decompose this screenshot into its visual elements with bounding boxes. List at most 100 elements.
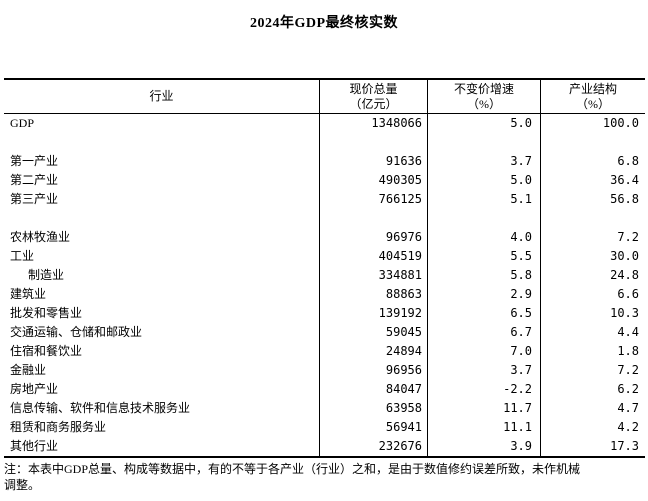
cell-current-price-total: 96976 — [319, 228, 427, 247]
cell-industry: 住宿和餐饮业 — [10, 344, 83, 358]
cell-constant-price-growth: 3.9 — [427, 437, 540, 456]
table-row: 房地产业 84047 -2.2 6.2 — [4, 380, 645, 399]
cell-constant-price-growth: 2.9 — [427, 285, 540, 304]
column-header-line: 产业结构 — [568, 81, 617, 96]
table-row: 工业 404519 5.5 30.0 — [4, 247, 645, 266]
cell-constant-price-growth: 5.0 — [427, 171, 540, 190]
cell-industrial-structure: 56.8 — [540, 190, 645, 209]
spacer-row — [4, 209, 645, 228]
cell-current-price-total: 766125 — [319, 190, 427, 209]
table-row: 交通运输、仓储和邮政业 59045 6.7 4.4 — [4, 323, 645, 342]
column-header-line: （%） — [576, 96, 610, 111]
cell-industrial-structure: 30.0 — [540, 247, 645, 266]
spacer-row — [4, 133, 645, 152]
cell-constant-price-growth: 5.1 — [427, 190, 540, 209]
cell-industry: 第一产业 — [10, 154, 59, 168]
table-row: GDP 1348066 5.0 100.0 — [4, 114, 645, 133]
footnote-line-2: 调整。 — [4, 478, 41, 492]
cell-industrial-structure: 36.4 — [540, 171, 645, 190]
cell-industrial-structure: 6.6 — [540, 285, 645, 304]
cell-industry: 租赁和商务服务业 — [10, 420, 107, 434]
cell-industry: 金融业 — [10, 363, 47, 377]
cell-industry: 其他行业 — [10, 439, 59, 453]
cell-constant-price-growth: 5.8 — [427, 266, 540, 285]
cell-industrial-structure: 100.0 — [540, 114, 645, 133]
table-row: 第一产业 91636 3.7 6.8 — [4, 152, 645, 171]
table-row: 信息传输、软件和信息技术服务业 63958 11.7 4.7 — [4, 399, 645, 418]
table-row: 租赁和商务服务业 56941 11.1 4.2 — [4, 418, 645, 437]
empty-cell — [319, 133, 427, 152]
cell-current-price-total: 84047 — [319, 380, 427, 399]
cell-current-price-total: 1348066 — [319, 114, 427, 133]
cell-current-price-total: 56941 — [319, 418, 427, 437]
cell-current-price-total: 334881 — [319, 266, 427, 285]
cell-industrial-structure: 7.2 — [540, 361, 645, 380]
empty-cell — [4, 209, 319, 228]
cell-industrial-structure: 17.3 — [540, 437, 645, 456]
empty-cell — [427, 133, 540, 152]
cell-current-price-total: 24894 — [319, 342, 427, 361]
cell-current-price-total: 232676 — [319, 437, 427, 456]
cell-industry: 第二产业 — [10, 173, 59, 187]
cell-industrial-structure: 4.4 — [540, 323, 645, 342]
footnote-line-1: 注：本表中GDP总量、构成等数据中，有的不等于各产业（行业）之和，是由于数值修约… — [4, 462, 581, 476]
table-row: 住宿和餐饮业 24894 7.0 1.8 — [4, 342, 645, 361]
table-row: 第三产业 766125 5.1 56.8 — [4, 190, 645, 209]
cell-constant-price-growth: 6.5 — [427, 304, 540, 323]
cell-constant-price-growth: 5.5 — [427, 247, 540, 266]
cell-current-price-total: 96956 — [319, 361, 427, 380]
column-header-line: 不变价增速 — [453, 81, 514, 96]
table-row: 其他行业 232676 3.9 17.3 — [4, 437, 645, 456]
cell-current-price-total: 139192 — [319, 304, 427, 323]
cell-constant-price-growth: 4.0 — [427, 228, 540, 247]
table-row: 批发和零售业 139192 6.5 10.3 — [4, 304, 645, 323]
table-row: 农林牧渔业 96976 4.0 7.2 — [4, 228, 645, 247]
cell-current-price-total: 91636 — [319, 152, 427, 171]
cell-industrial-structure: 6.2 — [540, 380, 645, 399]
column-header-line: 现价总量 — [349, 81, 398, 96]
table-row: 制造业 334881 5.8 24.8 — [4, 266, 645, 285]
column-header-industry-label: 行业 — [149, 89, 174, 103]
cell-industry: 交通运输、仓储和邮政业 — [10, 325, 143, 339]
column-header-constant-price-growth: 不变价增速 （%） — [427, 80, 540, 113]
cell-industrial-structure: 6.8 — [540, 152, 645, 171]
cell-constant-price-growth: 6.7 — [427, 323, 540, 342]
table-body: GDP 1348066 5.0 100.0 第一产业 91636 3.7 6.8 第二产业 490… — [4, 114, 645, 456]
cell-current-price-total: 404519 — [319, 247, 427, 266]
cell-industrial-structure: 4.2 — [540, 418, 645, 437]
cell-constant-price-growth: 5.0 — [427, 114, 540, 133]
cell-industrial-structure: 24.8 — [540, 266, 645, 285]
column-header-line: （%） — [467, 96, 501, 111]
empty-cell — [540, 133, 645, 152]
cell-industrial-structure: 10.3 — [540, 304, 645, 323]
cell-industry: GDP — [10, 116, 35, 130]
cell-current-price-total: 490305 — [319, 171, 427, 190]
column-header-industry: 行业 — [4, 80, 319, 113]
column-header-line: （亿元） — [349, 96, 398, 111]
column-header-industrial-structure: 产业结构 （%） — [540, 80, 645, 113]
cell-industry: 第三产业 — [10, 192, 59, 206]
table-row: 第二产业 490305 5.0 36.4 — [4, 171, 645, 190]
cell-constant-price-growth: 7.0 — [427, 342, 540, 361]
column-header-current-price-total: 现价总量 （亿元） — [319, 80, 427, 113]
cell-constant-price-growth: 11.1 — [427, 418, 540, 437]
empty-cell — [427, 209, 540, 228]
cell-industry: 房地产业 — [10, 382, 59, 396]
table-row: 金融业 96956 3.7 7.2 — [4, 361, 645, 380]
cell-industrial-structure: 4.7 — [540, 399, 645, 418]
cell-constant-price-growth: 3.7 — [427, 361, 540, 380]
cell-constant-price-growth: 3.7 — [427, 152, 540, 171]
cell-industry: 工业 — [10, 249, 35, 263]
cell-industry: 制造业 — [28, 268, 65, 282]
empty-cell — [540, 209, 645, 228]
cell-industry: 信息传输、软件和信息技术服务业 — [10, 401, 191, 415]
cell-industry: 农林牧渔业 — [10, 230, 71, 244]
empty-cell — [319, 209, 427, 228]
table-header-row: 行业 现价总量 （亿元） 不变价增速 （%） 产业结构 （%） — [4, 80, 645, 114]
empty-cell — [4, 133, 319, 152]
cell-industrial-structure: 7.2 — [540, 228, 645, 247]
gdp-table: 行业 现价总量 （亿元） 不变价增速 （%） 产业结构 （%） GDP 13480… — [4, 78, 645, 458]
cell-constant-price-growth: 11.7 — [427, 399, 540, 418]
cell-industry: 建筑业 — [10, 287, 47, 301]
